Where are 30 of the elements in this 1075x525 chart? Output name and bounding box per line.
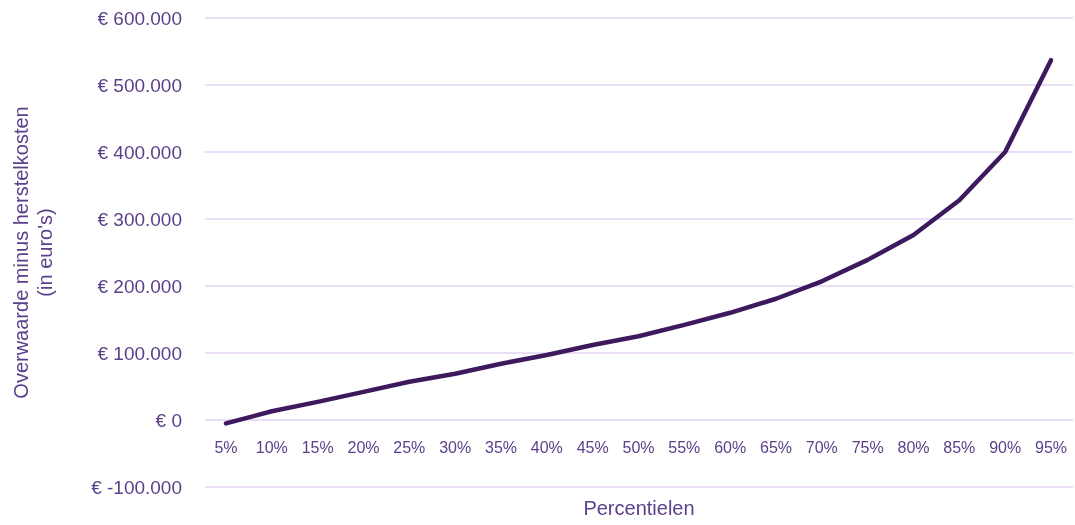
x-tick-label: 70%	[805, 439, 838, 456]
x-tick-label: 35%	[484, 439, 518, 456]
y-tick-label: € 500.000	[97, 74, 182, 96]
y-tick-label: € 100.000	[97, 342, 182, 364]
x-tick-label: 10%	[255, 439, 288, 456]
x-tick-label: 80%	[897, 439, 930, 456]
y-axis-title: Overwaarde minus herstelkosten (in euro's)	[10, 106, 56, 399]
y-tick-label: € -100.000	[91, 476, 182, 498]
y-tick-label: € 600.000	[97, 7, 182, 29]
x-tick-label: 20%	[347, 439, 380, 456]
x-tick-label: 65%	[759, 439, 793, 456]
line-series	[223, 57, 1054, 426]
x-tick-label: 50%	[622, 439, 655, 456]
x-tick-label: 90%	[989, 439, 1022, 456]
y-tick-label: € 0	[155, 409, 182, 431]
y-tick-label: € 400.000	[97, 141, 182, 163]
y-tick-label: € 200.000	[97, 275, 182, 297]
x-tick-label: 40%	[530, 439, 563, 456]
x-tick-label: 15%	[301, 439, 334, 456]
x-tick-label: 95%	[1034, 439, 1068, 456]
y-tick-label: € 300.000	[97, 208, 182, 230]
x-tick-label: 5%	[214, 439, 238, 456]
x-tick-label: 25%	[393, 439, 426, 456]
x-tick-label: 60%	[714, 439, 747, 456]
x-tick-label: 30%	[439, 439, 472, 456]
x-tick-label: 55%	[668, 439, 701, 456]
x-tick-label: 45%	[576, 439, 609, 456]
x-tick-label: 75%	[851, 439, 884, 456]
x-axis-title: Percentielen	[583, 497, 695, 519]
x-tick-label: 85%	[943, 439, 976, 456]
